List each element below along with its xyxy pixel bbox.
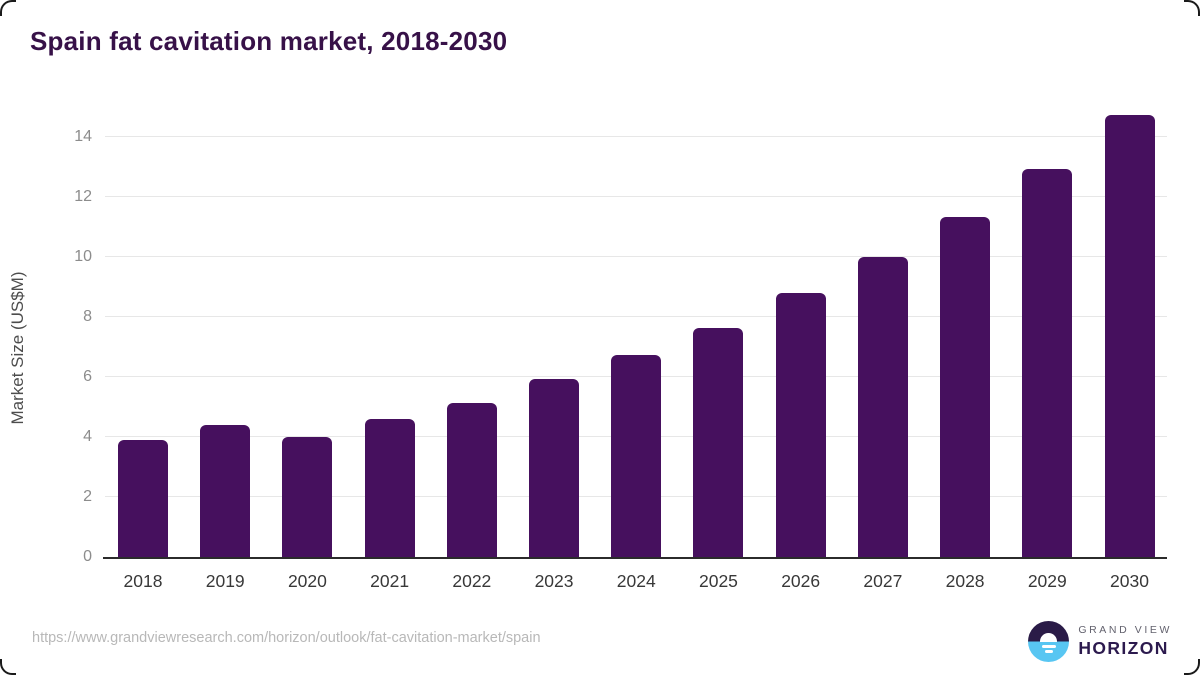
logo-product-name: HORIZON [1078,638,1169,658]
x-tick-label-2027: 2027 [863,571,903,591]
x-tick-label-2030: 2030 [1110,571,1149,591]
gridline-y10 [105,256,1167,257]
sun-reflection-line-1 [1041,644,1056,648]
x-tick-label-2026: 2026 [781,571,821,591]
bar-2020 [282,437,333,557]
logo-brand-name: GRAND VIEW [1078,624,1172,636]
x-tick-label-2021: 2021 [370,571,410,591]
gridline-y8 [105,316,1167,317]
x-tick-label-2020: 2020 [287,571,327,591]
bar-2027 [857,257,908,557]
border-corner-top-left [0,0,16,16]
bar-2024 [611,354,662,557]
x-tick-label-2028: 2028 [945,571,985,591]
sun-glyph [1040,633,1058,642]
source-url: https://www.grandviewresearch.com/horizo… [32,630,541,646]
gridline-y12 [105,196,1167,197]
x-tick-label-2023: 2023 [534,571,574,591]
gridline-y14 [105,136,1167,137]
chart-title: Spain fat cavitation market, 2018-2030 [30,26,508,56]
bar-2022 [446,402,497,557]
border-corner-bottom-left [0,659,16,675]
x-tick-label-2018: 2018 [123,571,163,591]
bar-2029 [1022,168,1073,557]
y-tick-label-8: 8 [83,308,92,325]
x-tick-label-2019: 2019 [205,571,245,591]
x-tick-label-2022: 2022 [452,571,492,591]
sun-reflection-line-2 [1044,649,1053,653]
y-tick-label-0: 0 [83,548,92,565]
grand-view-horizon-logo: GRAND VIEW HORIZON [1028,621,1172,662]
logo-text: GRAND VIEW HORIZON [1078,624,1172,659]
bar-2023 [529,378,580,557]
y-tick-label-4: 4 [83,428,92,445]
x-axis-line [103,557,1167,559]
bar-2018 [118,440,168,557]
y-tick-label-14: 14 [74,128,92,145]
y-axis-tick-labels: 0 2 4 6 8 10 12 14 [0,128,92,565]
bar-2021 [364,419,415,557]
bar-2019 [200,425,251,557]
border-corner-bottom-right [1184,659,1200,675]
plot-area [105,114,1167,557]
x-tick-label-2024: 2024 [616,571,656,591]
y-tick-label-10: 10 [74,248,92,265]
y-tick-label-12: 12 [74,188,92,205]
bar-2028 [940,216,991,557]
bar-2026 [775,293,826,557]
x-tick-label-2029: 2029 [1027,571,1067,591]
bar-2025 [693,327,744,557]
border-corner-top-right [1184,0,1200,16]
y-tick-label-2: 2 [83,488,92,505]
x-axis-tick-labels: 2018 2019 2020 2021 2022 2023 2024 2025 2026 2027… [105,571,1167,595]
bar-2030 [1104,114,1155,557]
x-tick-label-2025: 2025 [698,571,738,591]
y-tick-label-6: 6 [83,368,92,385]
sunset-horizon-icon [1028,621,1070,662]
